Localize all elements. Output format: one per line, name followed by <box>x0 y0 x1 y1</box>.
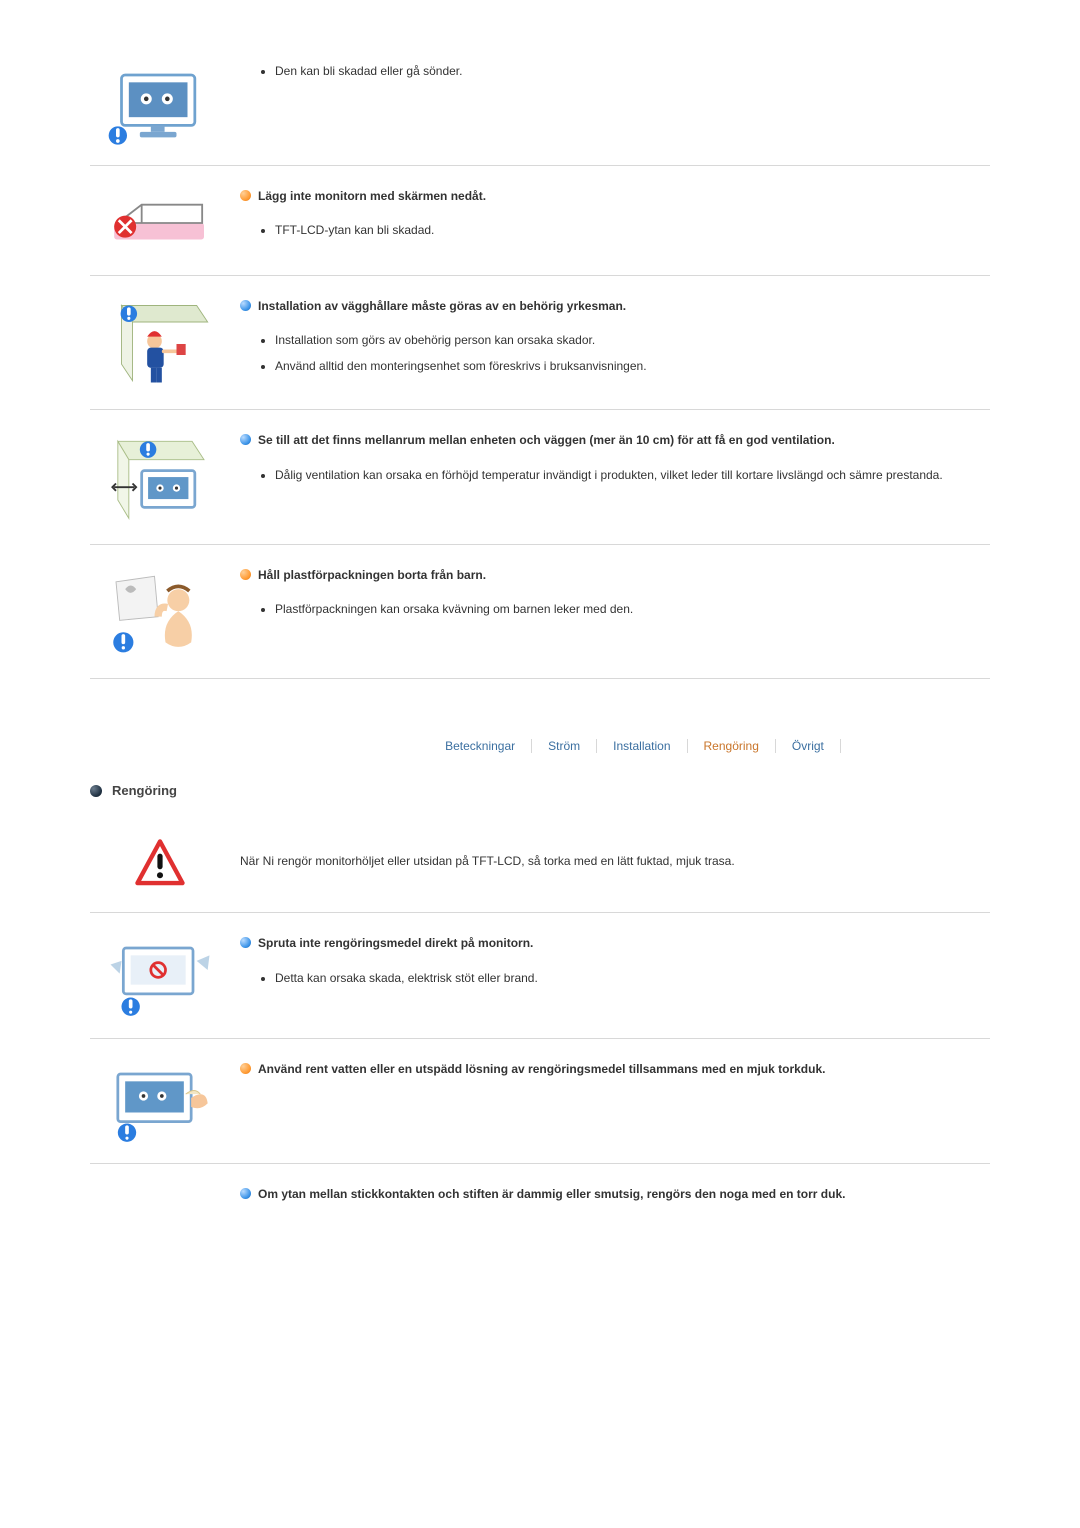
detail-list: TFT-LCD-ytan kan bli skadad. <box>240 221 990 240</box>
heading: Installation av vägghållare måste göras … <box>240 298 990 315</box>
text-ventilation: Se till att det finns mellanrum mellan e… <box>230 428 990 526</box>
nav-link-strom[interactable]: Ström <box>532 739 597 753</box>
detail-list: Plastförpackningen kan orsaka kvävning o… <box>240 600 990 619</box>
bullet-orange-icon <box>240 190 251 201</box>
detail-item: TFT-LCD-ytan kan bli skadad. <box>275 221 990 240</box>
bullet-dark-icon <box>90 785 102 797</box>
plastic-bag-child-icon <box>105 569 215 661</box>
section-title-cleaning: Rengöring <box>90 783 990 798</box>
heading: Lägg inte monitorn med skärmen nedåt. <box>240 188 990 205</box>
illustration-no-spray <box>90 931 230 1020</box>
detail-list: Installation som görs av obehörig person… <box>240 331 990 376</box>
detail-list: Dålig ventilation kan orsaka en förhöjd … <box>240 466 990 485</box>
safety-item-ventilation: Se till att det finns mellanrum mellan e… <box>90 410 990 545</box>
nav-link-beteckningar[interactable]: Beteckningar <box>429 739 532 753</box>
detail-item: Den kan bli skadad eller gå sönder. <box>275 62 990 81</box>
heading: Håll plastförpackningen borta från barn. <box>240 567 990 584</box>
text-clean-water: Använd rent vatten eller en utspädd lösn… <box>230 1057 990 1146</box>
cleaning-intro-text: När Ni rengör monitorhöljet eller utsida… <box>230 832 990 890</box>
section-title-text: Rengöring <box>112 783 177 798</box>
ventilation-icon <box>105 434 215 526</box>
no-spray-icon <box>105 937 215 1020</box>
detail-list: Den kan bli skadad eller gå sönder. <box>240 62 990 81</box>
detail-item: Installation som görs av obehörig person… <box>275 331 990 350</box>
installer-icon <box>105 300 215 392</box>
section-nav: Beteckningar Ström Installation Rengörin… <box>90 739 990 753</box>
monitor-eyes-icon <box>105 64 215 147</box>
safety-item-face-down: Lägg inte monitorn med skärmen nedåt. TF… <box>90 166 990 276</box>
detail-item: Använd alltid den monteringsenhet som fö… <box>275 357 990 376</box>
safety-item-wall-installer: Installation av vägghållare måste göras … <box>90 276 990 411</box>
heading-text: Använd rent vatten eller en utspädd lösn… <box>258 1062 825 1076</box>
safety-item-plastic-bag: Håll plastförpackningen borta från barn.… <box>90 545 990 680</box>
heading-text: Lägg inte monitorn med skärmen nedåt. <box>258 189 486 203</box>
safety-item-damage: Den kan bli skadad eller gå sönder. <box>90 40 990 166</box>
text-no-spray: Spruta inte rengöringsmedel direkt på mo… <box>230 931 990 1020</box>
heading-text: Om ytan mellan stickkontakten och stifte… <box>258 1187 845 1201</box>
detail-item: Plastförpackningen kan orsaka kvävning o… <box>275 600 990 619</box>
nav-link-rengoring[interactable]: Rengöring <box>688 739 776 753</box>
illustration-damage <box>90 58 230 147</box>
nav-link-installation[interactable]: Installation <box>597 739 687 753</box>
text-plastic-bag: Håll plastförpackningen borta från barn.… <box>230 563 990 661</box>
heading-text: Installation av vägghållare måste göras … <box>258 299 626 313</box>
bullet-orange-icon <box>240 569 251 580</box>
illustration-ventilation <box>90 428 230 526</box>
bullet-blue-icon <box>240 1188 251 1199</box>
clean-monitor-icon <box>105 1063 215 1146</box>
illustration-plastic-bag <box>90 563 230 661</box>
heading: Se till att det finns mellanrum mellan e… <box>240 432 990 449</box>
text-wall-installer: Installation av vägghållare måste göras … <box>230 294 990 392</box>
cleaning-item-no-spray: Spruta inte rengöringsmedel direkt på mo… <box>90 912 990 1039</box>
nav-link-ovrigt[interactable]: Övrigt <box>776 739 841 753</box>
bullet-blue-icon <box>240 937 251 948</box>
monitor-face-down-icon <box>105 190 215 254</box>
bullet-blue-icon <box>240 434 251 445</box>
bullet-orange-icon <box>240 1063 251 1074</box>
heading: Om ytan mellan stickkontakten och stifte… <box>240 1186 990 1203</box>
detail-item: Dålig ventilation kan orsaka en förhöjd … <box>275 466 990 485</box>
text-damage: Den kan bli skadad eller gå sönder. <box>230 58 990 147</box>
heading-text: Spruta inte rengöringsmedel direkt på mo… <box>258 936 533 950</box>
illustration-face-down <box>90 184 230 257</box>
text-face-down: Lägg inte monitorn med skärmen nedåt. TF… <box>230 184 990 257</box>
cleaning-item-clean-water: Använd rent vatten eller en utspädd lösn… <box>90 1039 990 1165</box>
illustration-warning <box>90 832 230 890</box>
bullet-blue-icon <box>240 300 251 311</box>
warning-triangle-icon <box>134 838 186 890</box>
heading: Spruta inte rengöringsmedel direkt på mo… <box>240 935 990 952</box>
cleaning-item-plug-dust: Om ytan mellan stickkontakten och stifte… <box>90 1164 990 1225</box>
heading-text: Håll plastförpackningen borta från barn. <box>258 568 486 582</box>
detail-list: Detta kan orsaka skada, elektrisk stöt e… <box>240 969 990 988</box>
illustration-wall-installer <box>90 294 230 392</box>
heading: Använd rent vatten eller en utspädd lösn… <box>240 1061 990 1078</box>
illustration-clean-water <box>90 1057 230 1146</box>
heading-text: Se till att det finns mellanrum mellan e… <box>258 433 835 447</box>
detail-item: Detta kan orsaka skada, elektrisk stöt e… <box>275 969 990 988</box>
cleaning-intro-row: När Ni rengör monitorhöljet eller utsida… <box>90 822 990 912</box>
text-plug-dust: Om ytan mellan stickkontakten och stifte… <box>90 1182 990 1203</box>
